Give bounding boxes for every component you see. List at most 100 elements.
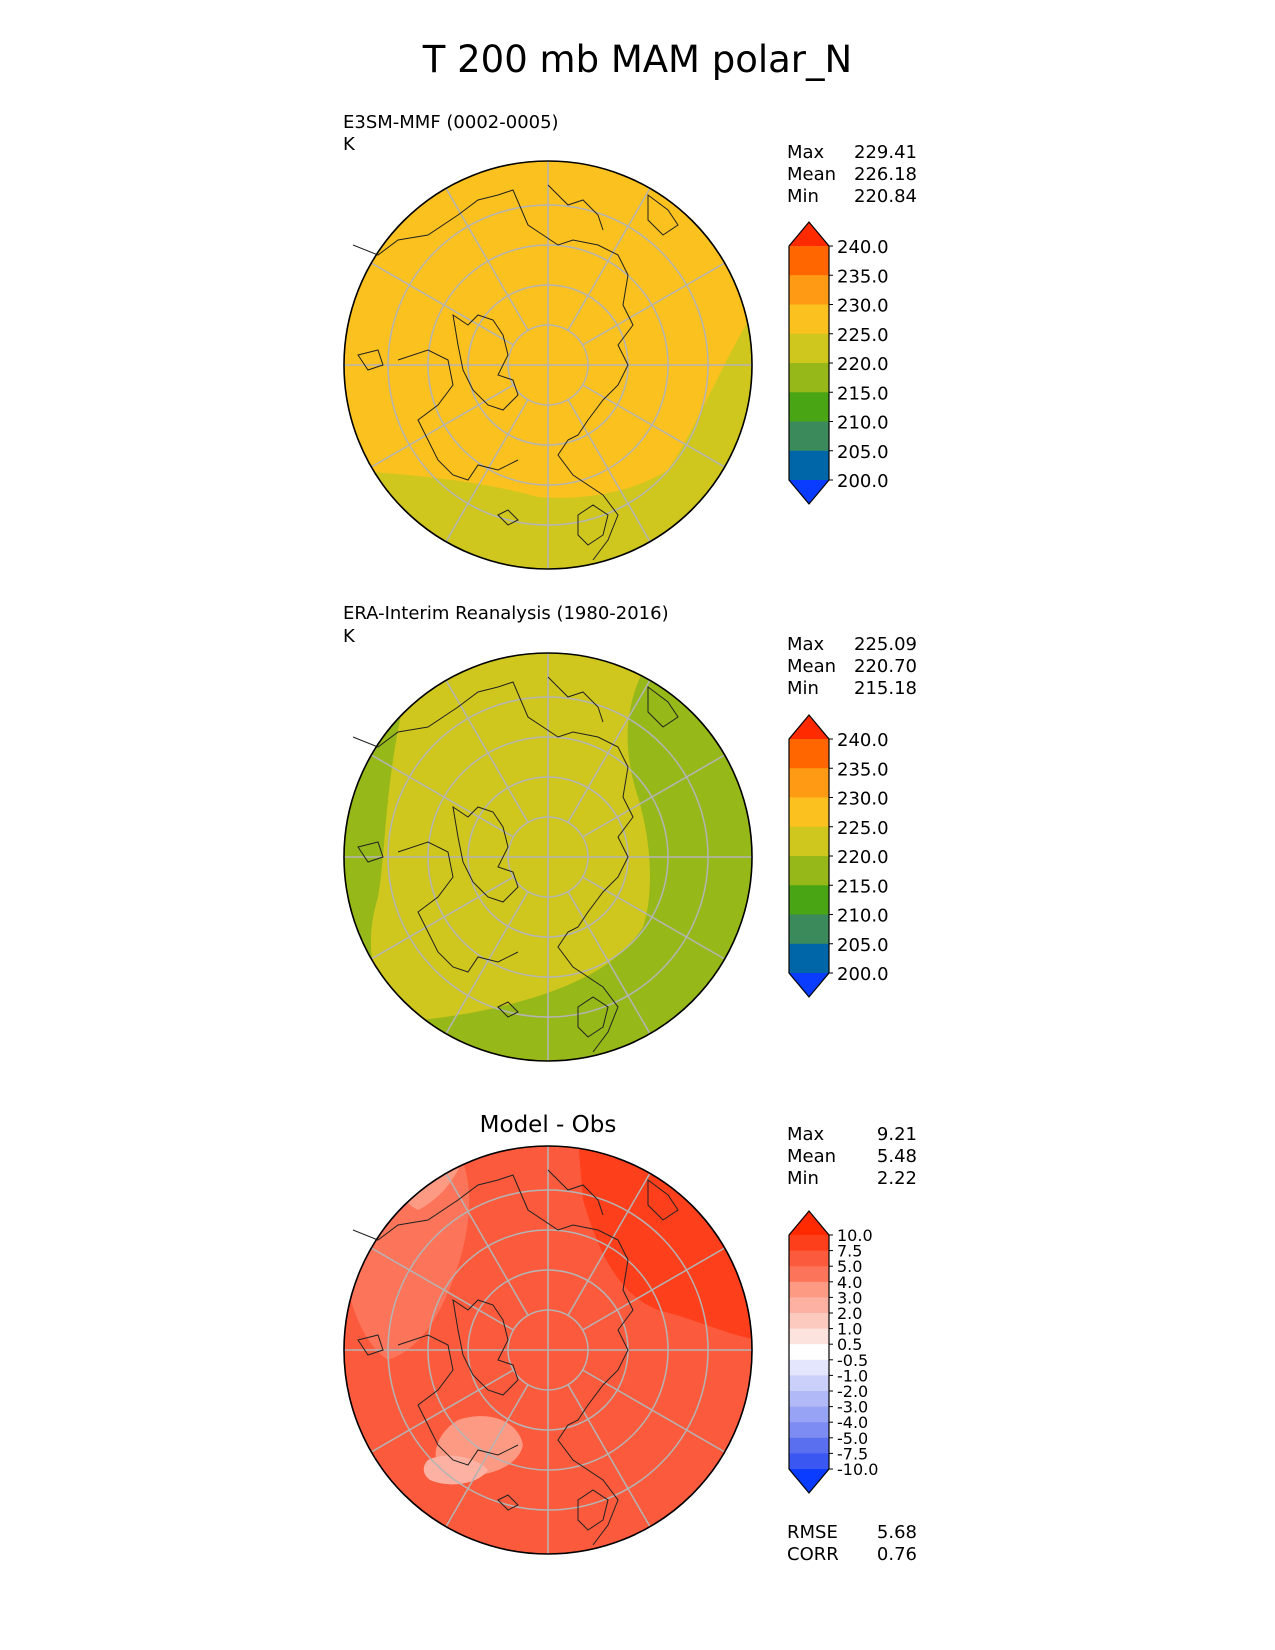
meridian-line — [582, 876, 726, 960]
obs-colorbar: 240.0 235.0 230.0 225.0 220.0 215.0 210.0 205.0… — [788, 714, 889, 998]
colorbar-bin — [789, 246, 829, 276]
coastline — [647, 194, 679, 236]
colorbar-bin — [789, 739, 829, 769]
colorbar-tick-label: -2.0 — [837, 1382, 868, 1401]
colorbar-tick-label: 7.5 — [837, 1242, 862, 1261]
colorbar-tick-label: 235.0 — [837, 266, 889, 287]
obs-coastlines — [352, 676, 679, 1053]
colorbar-tick-label: 240.0 — [837, 237, 889, 258]
meridian-line — [445, 1172, 529, 1316]
obs-panel-title: ERA-Interim Reanalysis (1980-2016) — [343, 603, 669, 624]
coastline — [497, 1001, 519, 1018]
colorbar-extend-max — [789, 715, 829, 739]
colorbar-bin — [789, 450, 829, 481]
coastline — [547, 676, 604, 723]
colorbar-bin — [789, 363, 829, 393]
meridian-line — [582, 262, 726, 346]
colorbar-extend-min — [789, 973, 829, 997]
rmse-value: 5.68 — [876, 1522, 917, 1543]
colorbar-bin — [789, 1359, 829, 1376]
meridian-line — [582, 384, 726, 468]
colorbar-tick-label: 0.5 — [837, 1335, 862, 1354]
colorbar-extend-max — [789, 1211, 829, 1235]
diff-stats: Max 9.21 Mean 5.48 Min 2.22 — [787, 1124, 917, 1190]
diff-map-border — [343, 1145, 753, 1555]
coastline — [357, 1334, 384, 1356]
colorbar-tick-label: 1.0 — [837, 1320, 862, 1339]
obs-graticule — [344, 653, 752, 1061]
model-panel-units: K — [343, 134, 355, 155]
model-colorbar: 240.0 235.0 230.0 225.0 220.0 215.0 210.0 205.0… — [788, 221, 889, 505]
colorbar-tick-label: 230.0 — [837, 789, 889, 810]
coastline — [647, 686, 679, 728]
coastline — [352, 189, 634, 561]
meridian-line — [445, 679, 529, 823]
model-mean-label: Mean — [787, 164, 837, 185]
diff-field-lowest — [423, 1455, 488, 1485]
colorbar-bin — [789, 1281, 829, 1298]
meridian-line — [370, 876, 514, 960]
obs-max-value: 225.09 — [854, 634, 917, 655]
colorbar-bin — [789, 856, 829, 886]
coastline — [577, 1489, 609, 1531]
obs-min-label: Min — [787, 678, 819, 699]
meridian-line — [370, 384, 514, 468]
diff-min-value: 2.22 — [876, 1168, 917, 1189]
diff-min-label: Min — [787, 1168, 819, 1189]
meridian-line — [445, 399, 529, 543]
diff-panel-title: Model - Obs — [479, 1112, 617, 1138]
meridian-line — [445, 1384, 529, 1528]
colorbar-tick-label: -3.0 — [837, 1398, 868, 1417]
colorbar-tick-label: 205.0 — [837, 935, 889, 956]
model-max-label: Max — [787, 142, 825, 163]
model-polar-map — [343, 160, 753, 570]
model-max-value: 229.41 — [854, 142, 917, 163]
model-min-label: Min — [787, 186, 819, 207]
model-min-value: 220.84 — [854, 186, 917, 207]
meridian-line — [567, 891, 651, 1035]
model-graticule — [344, 161, 752, 569]
coastline — [397, 1334, 519, 1466]
colorbar-tick-label: 210.0 — [837, 906, 889, 927]
colorbar-tick-label: -4.0 — [837, 1413, 868, 1432]
colorbar-bin — [789, 885, 829, 915]
meridian-line — [567, 187, 651, 331]
colorbar-bin — [789, 392, 829, 422]
colorbar-bin — [789, 1328, 829, 1345]
meridian-line — [582, 1369, 726, 1453]
colorbar-tick-label: -10.0 — [837, 1460, 878, 1479]
obs-panel-units: K — [343, 626, 355, 647]
colorbar-bin — [789, 1250, 829, 1267]
colorbar-bin — [789, 1235, 829, 1252]
figure-title: T 200 mb MAM polar_N — [422, 38, 853, 81]
colorbar-tick-label: 210.0 — [837, 413, 889, 434]
obs-stats: Max 225.09 Mean 220.70 Min 215.18 — [787, 634, 917, 700]
colorbar-tick-label: 200.0 — [837, 471, 889, 492]
meridian-line — [370, 262, 514, 346]
colorbar-tick-label: 215.0 — [837, 383, 889, 404]
coastline — [357, 841, 384, 863]
meridian-line — [567, 399, 651, 543]
meridian-line — [370, 1369, 514, 1453]
colorbar-bin — [789, 304, 829, 335]
colorbar-bin — [789, 1344, 829, 1361]
colorbar-tick-label: 205.0 — [837, 442, 889, 463]
diff-graticule — [344, 1146, 752, 1554]
colorbar-bin — [789, 768, 829, 798]
obs-min-value: 215.18 — [854, 678, 917, 699]
colorbar-bin — [789, 1313, 829, 1330]
meridian-line — [567, 679, 651, 823]
diff-polar-map — [343, 1145, 753, 1555]
colorbar-tick-label: 230.0 — [837, 296, 889, 317]
colorbar-bin — [789, 275, 829, 305]
meridian-line — [370, 1247, 514, 1331]
coastline — [397, 349, 519, 481]
colorbar-tick-label: 4.0 — [837, 1273, 862, 1292]
coastline — [547, 1169, 604, 1216]
colorbar-extend-max — [789, 222, 829, 246]
model-coastlines — [352, 184, 679, 561]
coastline — [547, 184, 604, 231]
obs-max-label: Max — [787, 634, 825, 655]
corr-label: CORR — [787, 1544, 839, 1565]
colorbar-tick-label: 2.0 — [837, 1304, 862, 1323]
